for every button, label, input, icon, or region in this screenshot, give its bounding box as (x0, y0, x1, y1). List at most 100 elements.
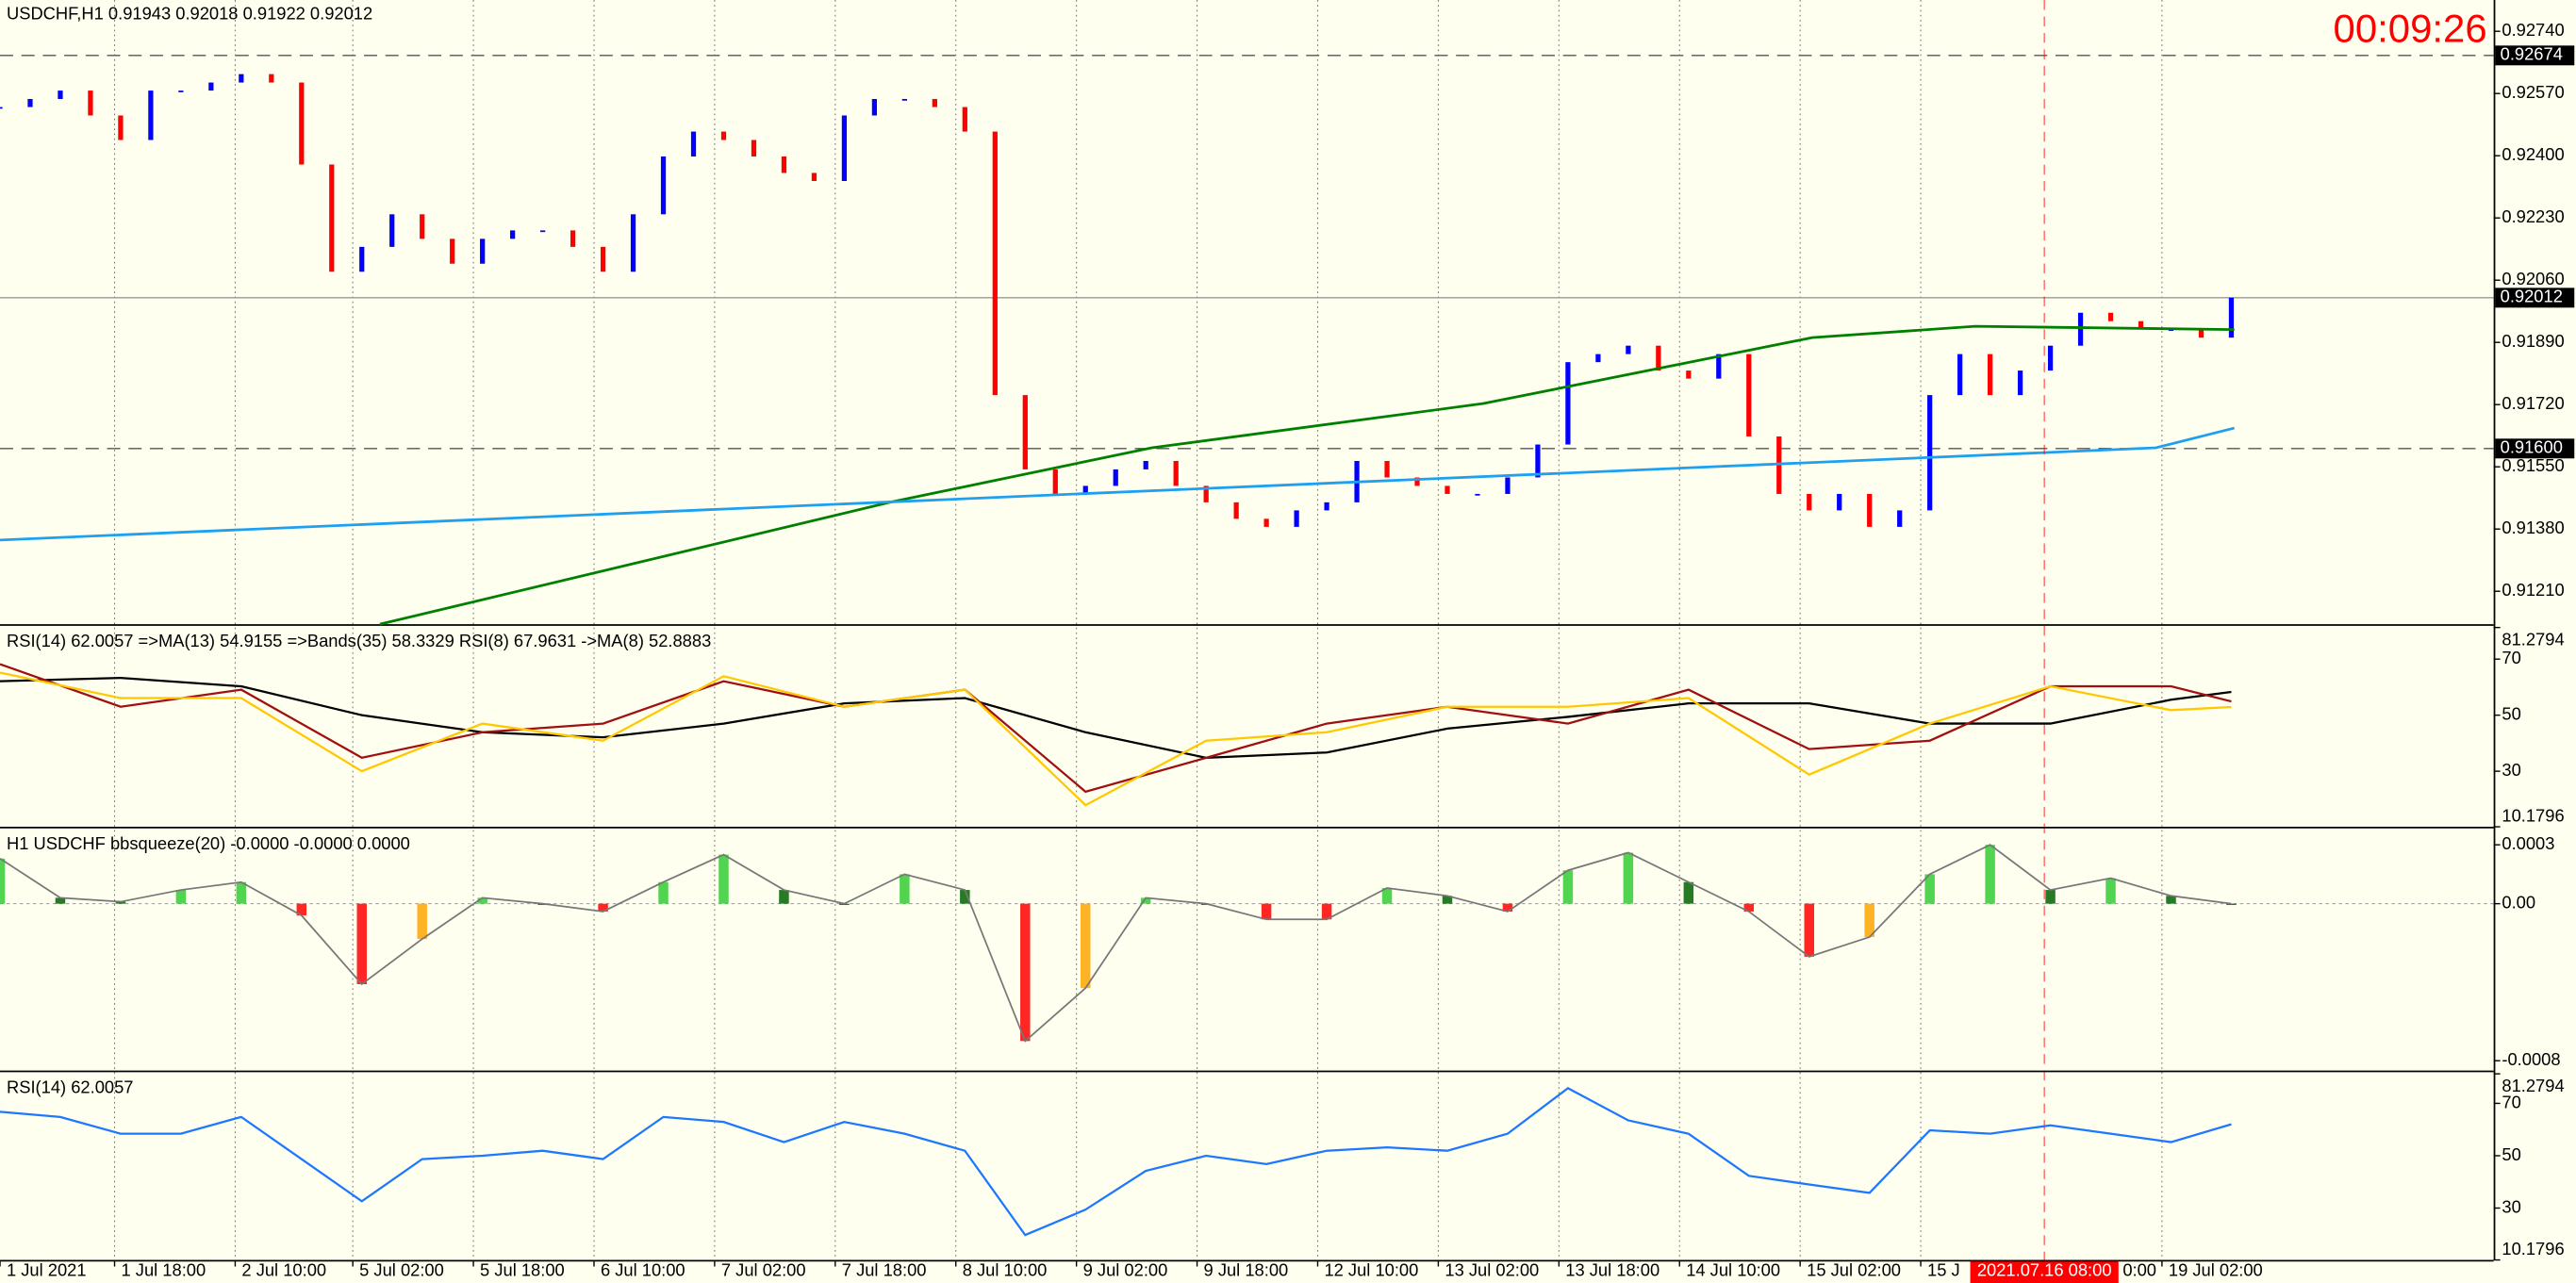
histogram-bar (2166, 896, 2176, 904)
price-line-box (2495, 288, 2575, 308)
price-bar (1173, 460, 1179, 486)
price-bar (1414, 477, 1420, 486)
price-bar (1475, 493, 1480, 496)
histogram-bar (1081, 903, 1091, 989)
y-tick-label: 0.92740 (2502, 20, 2564, 40)
price-bar (88, 90, 93, 116)
price-bar (1716, 354, 1722, 379)
y-tick-label: 50 (2502, 703, 2520, 723)
y-tick-label: 0.92060 (2502, 269, 2564, 288)
price-bar (1113, 469, 1118, 486)
indicator-line (0, 676, 2232, 759)
histogram-bar (960, 890, 970, 904)
histogram-bar (115, 901, 126, 904)
price-bar (1324, 502, 1329, 511)
price-bar (630, 214, 636, 272)
price-bar (962, 107, 967, 132)
x-tick-label: 19 Jul 02:00 (2169, 1260, 2263, 1280)
y-tick-label: 0.92230 (2502, 206, 2564, 226)
level-line-label: 0.91600 (2501, 437, 2563, 457)
price-bar (299, 82, 305, 165)
price-bar (1384, 460, 1390, 478)
price-bar (1233, 502, 1239, 519)
price-bar (1143, 460, 1148, 469)
price-bar (510, 230, 516, 239)
histogram-bar (1020, 903, 1031, 1042)
price-bar (0, 107, 3, 109)
cursor-box (1970, 1259, 2119, 1283)
x-tick-label: 15 J (1927, 1260, 1960, 1280)
price-bar (992, 131, 998, 396)
x-tick-label: 2 Jul 10:00 (241, 1260, 326, 1280)
y-tick-label: 0.0003 (2502, 833, 2554, 853)
indicator-line (0, 1086, 2232, 1237)
x-tick-label: 15 Jul 02:00 (1807, 1260, 1901, 1280)
panel-title: RSI(14) 62.0057 (7, 1077, 133, 1097)
y-tick-label: -0.0008 (2502, 1049, 2560, 1069)
price-bar (389, 214, 395, 247)
price-bar (570, 230, 576, 247)
histogram-bar (2045, 890, 2056, 904)
histogram-bar (236, 881, 247, 904)
price-bar (720, 131, 727, 140)
price-bar (1837, 493, 1842, 511)
price-bar (2138, 321, 2144, 330)
histogram-bar (1623, 852, 1634, 904)
price-bar (118, 115, 124, 140)
price-bar (751, 140, 757, 156)
x-tick-label: 7 Jul 18:00 (842, 1260, 927, 1280)
price-bar (660, 156, 667, 215)
y-tick-label: 10.1796 (2502, 805, 2564, 825)
x-tick-label: 14 Jul 10:00 (1686, 1260, 1780, 1280)
y-tick-label: 81.2794 (2502, 629, 2564, 649)
x-tick-label: 1 Jul 18:00 (122, 1260, 206, 1280)
histogram-outline (0, 844, 2232, 1043)
x-tick-label: 1 Jul 2021 (7, 1260, 87, 1280)
histogram-bar (1442, 896, 1453, 904)
x-tick-label: 5 Jul 18:00 (480, 1260, 565, 1280)
histogram-bar (1683, 881, 1694, 904)
price-bar (2198, 329, 2204, 338)
price-bar (27, 99, 33, 107)
y-tick-label: 10.1796 (2502, 1239, 2564, 1258)
panel-title: H1 USDCHF bbsqueeze(20) -0.0000 -0.0000 … (7, 833, 410, 853)
y-tick-label: 0.91210 (2502, 580, 2564, 600)
y-tick-label: 0.91890 (2502, 331, 2564, 351)
x-tick-label: 8 Jul 10:00 (963, 1260, 1048, 1280)
price-bar (2228, 297, 2235, 338)
price-bar (269, 74, 274, 83)
price-bar (1957, 354, 1963, 396)
histogram-bar (1864, 903, 1874, 938)
histogram-bar (477, 897, 487, 904)
level-line-box (2495, 438, 2575, 459)
price-bar (178, 90, 184, 92)
panel-title: RSI(14) 62.0057 =>MA(13) 54.9155 =>Bands… (7, 631, 711, 650)
price-bar (841, 115, 848, 181)
moving-average (0, 426, 2235, 542)
price-bar (450, 239, 455, 264)
price-bar (1535, 444, 1541, 478)
y-tick-label: 30 (2502, 1196, 2520, 1216)
histogram-bar (1924, 874, 1935, 904)
histogram-bar (0, 858, 6, 904)
indicator-line (0, 663, 2232, 794)
histogram-bar (1381, 887, 1393, 904)
level-line-label: 0.92674 (2501, 44, 2563, 64)
price-bar (932, 99, 937, 107)
histogram-bar (1562, 870, 1574, 904)
price-bar (2047, 345, 2054, 371)
x-tick-label: 9 Jul 02:00 (1083, 1260, 1168, 1280)
panel-title: USDCHF,H1 0.91943 0.92018 0.91922 0.9201… (7, 4, 372, 24)
price-bar (1746, 354, 1752, 436)
price-bar (1263, 518, 1269, 527)
price-bar (600, 246, 606, 272)
price-bar (329, 164, 335, 272)
price-bar (1203, 485, 1209, 502)
histogram-bar (718, 854, 729, 904)
histogram-bar (658, 881, 669, 904)
price-bar (690, 131, 697, 156)
price-bar (1082, 485, 1088, 494)
y-tick-label: 0.91380 (2502, 518, 2564, 537)
price-bar (540, 230, 546, 233)
